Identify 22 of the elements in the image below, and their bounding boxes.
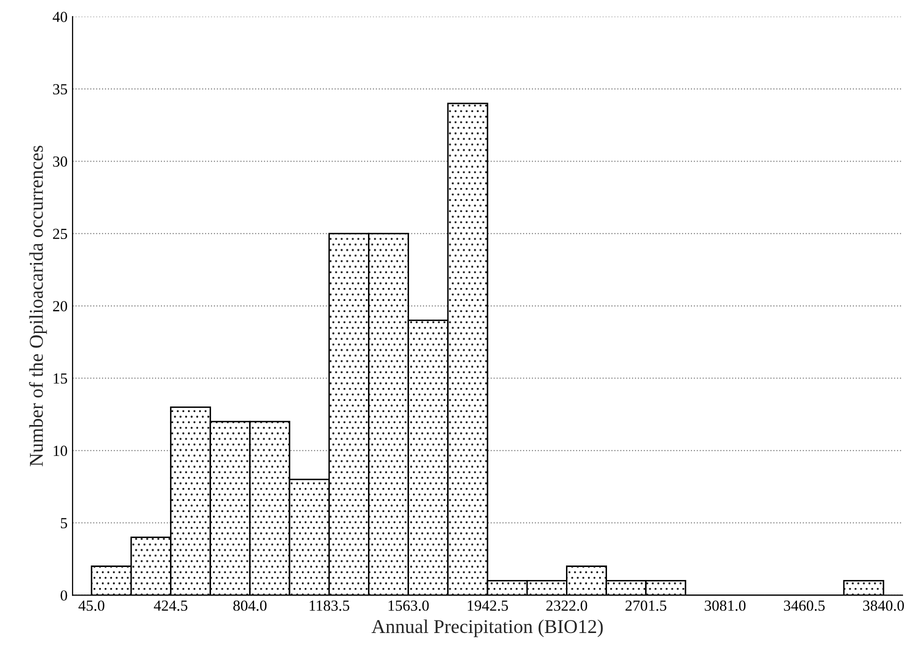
x-axis-title: Annual Precipitation (BIO12) — [372, 619, 603, 638]
y-tick-label: 40 — [52, 12, 68, 22]
x-tick-label: 1563.0 — [388, 600, 429, 611]
x-tick-label: 2701.5 — [626, 600, 666, 611]
y-tick-label: 25 — [53, 228, 68, 240]
y-tick-label: 15 — [54, 373, 68, 384]
x-tick-label: 45.0 — [78, 600, 104, 611]
x-tick-label: 804.0 — [233, 600, 267, 611]
y-tick-label: 5 — [60, 518, 68, 528]
y-tick-label: 20 — [53, 301, 68, 312]
y-tick-label: 0 — [60, 590, 68, 601]
y-tick-label: 35 — [53, 84, 68, 94]
x-tick-label: 424.5 — [154, 600, 188, 611]
x-tick-label: 2322.0 — [546, 600, 588, 611]
y-axis-title: Number of the Opilioacarida occurrences — [29, 146, 47, 466]
x-tick-label: 1183.5 — [310, 600, 350, 611]
x-tick-label: 1942.5 — [468, 600, 508, 611]
x-tick-label: 3460.5 — [784, 600, 825, 611]
x-tick-label: 3840.0 — [863, 600, 904, 611]
x-tick-label: 3081.0 — [704, 600, 746, 611]
y-tick-label: 30 — [53, 156, 68, 167]
y-tick-label: 10 — [54, 446, 68, 456]
